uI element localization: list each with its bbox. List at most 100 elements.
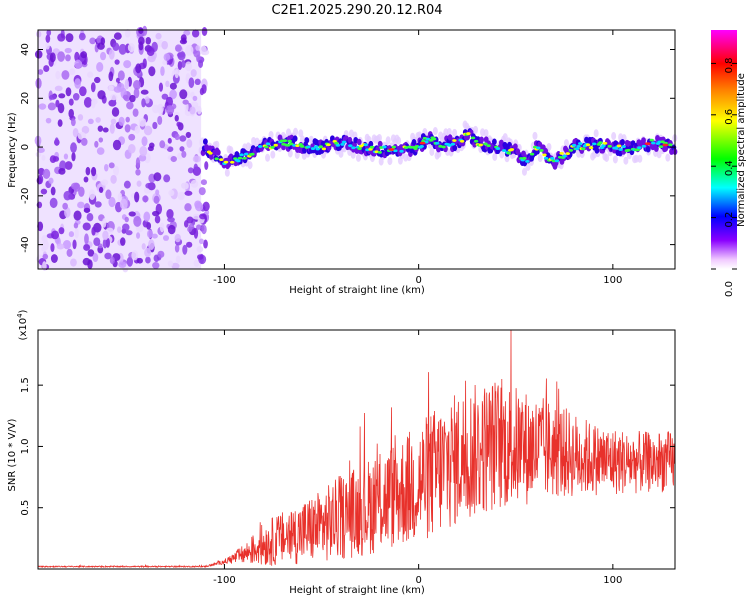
noise-speck bbox=[201, 224, 207, 235]
noise-speck bbox=[108, 85, 114, 92]
band-peak bbox=[351, 146, 356, 150]
noise-speck bbox=[73, 210, 82, 221]
band-peak bbox=[607, 144, 612, 148]
band-peak bbox=[413, 147, 418, 150]
noise-speck bbox=[43, 65, 50, 73]
noise-speck bbox=[100, 51, 107, 61]
band-peak bbox=[237, 156, 243, 160]
band-halo bbox=[376, 133, 382, 142]
noise-speck bbox=[135, 168, 141, 176]
band-halo bbox=[446, 128, 452, 137]
noise-speck bbox=[100, 37, 106, 45]
band-core bbox=[452, 144, 458, 152]
noise-speck bbox=[201, 27, 208, 36]
noise-speck bbox=[42, 168, 51, 179]
band-halo bbox=[623, 156, 629, 165]
snr-series-line bbox=[38, 329, 676, 569]
band-halo bbox=[228, 146, 234, 155]
noise-speck bbox=[41, 154, 46, 161]
noise-speck bbox=[144, 96, 150, 104]
snr-x-tick-label: 0 bbox=[415, 575, 421, 586]
noise-speck bbox=[148, 142, 155, 149]
noise-speck bbox=[167, 216, 175, 223]
noise-speck bbox=[136, 257, 143, 264]
noise-speck bbox=[91, 226, 96, 236]
noise-speck bbox=[167, 224, 176, 235]
noise-speck bbox=[68, 231, 75, 238]
band-peak bbox=[377, 150, 383, 154]
noise-speck bbox=[40, 188, 48, 195]
band-peak bbox=[368, 147, 373, 151]
noise-speck bbox=[98, 186, 104, 194]
noise-speck bbox=[87, 71, 94, 78]
band-halo bbox=[387, 157, 393, 166]
band-core bbox=[203, 138, 208, 145]
noise-speck bbox=[110, 118, 117, 125]
noise-speck bbox=[152, 261, 160, 269]
noise-speck bbox=[169, 89, 177, 100]
band-peak bbox=[393, 149, 398, 153]
band-peak bbox=[576, 144, 581, 148]
noise-speck bbox=[118, 116, 125, 127]
noise-speck bbox=[161, 93, 169, 100]
spectrogram-noise-region bbox=[34, 25, 210, 273]
noise-speck bbox=[193, 259, 200, 267]
band-halo bbox=[537, 154, 543, 163]
band-peak bbox=[441, 145, 446, 149]
noise-speck bbox=[199, 213, 207, 220]
noise-speck bbox=[94, 201, 102, 208]
snr-y-label: SNR (10 * V/V) bbox=[7, 418, 18, 491]
band-halo bbox=[563, 139, 569, 148]
snr-x-label: Height of straight line (km) bbox=[289, 585, 425, 596]
band-peak bbox=[452, 139, 457, 142]
noise-speck bbox=[177, 50, 186, 61]
noise-speck bbox=[87, 259, 93, 270]
band-halo bbox=[224, 168, 230, 177]
noise-speck bbox=[96, 61, 104, 72]
noise-speck bbox=[187, 167, 194, 174]
band-peak bbox=[239, 153, 244, 157]
band-peak bbox=[335, 143, 341, 147]
noise-speck bbox=[124, 29, 131, 38]
noise-speck bbox=[157, 250, 165, 258]
band-halo bbox=[532, 131, 538, 140]
noise-speck bbox=[131, 250, 139, 261]
band-peak bbox=[408, 145, 414, 149]
band-peak bbox=[431, 137, 437, 141]
band-peak bbox=[265, 142, 271, 146]
noise-speck bbox=[82, 222, 91, 231]
noise-speck bbox=[105, 189, 112, 200]
noise-speck bbox=[124, 79, 130, 90]
noise-speck bbox=[63, 190, 72, 201]
noise-speck bbox=[102, 127, 109, 133]
noise-speck bbox=[100, 179, 109, 186]
band-peak bbox=[214, 157, 219, 161]
noise-speck bbox=[89, 37, 96, 45]
noise-speck bbox=[104, 163, 109, 172]
noise-speck bbox=[203, 239, 208, 249]
colorbar-tick-label: 0.0 bbox=[724, 281, 735, 297]
noise-speck bbox=[161, 40, 168, 50]
noise-speck bbox=[48, 177, 54, 184]
band-peak bbox=[536, 146, 541, 150]
noise-speck bbox=[113, 32, 122, 40]
noise-speck bbox=[109, 123, 115, 134]
noise-speck bbox=[181, 182, 189, 190]
noise-speck bbox=[71, 182, 80, 190]
noise-speck bbox=[109, 256, 115, 265]
noise-speck bbox=[110, 174, 117, 184]
noise-speck bbox=[49, 197, 58, 209]
noise-speck bbox=[182, 99, 189, 105]
colorbar-label: Normalized spectral amplitude bbox=[736, 73, 747, 227]
spectrogram-ticks: -100 0 100 -40 -20 0 20 40 bbox=[20, 30, 675, 286]
noise-speck bbox=[181, 37, 187, 44]
noise-speck bbox=[117, 70, 125, 81]
noise-speck bbox=[152, 104, 160, 114]
noise-speck bbox=[133, 87, 140, 99]
band-peak bbox=[473, 139, 479, 143]
noise-speck bbox=[140, 89, 149, 95]
colorbar: 0.0 0.2 0.4 0.6 0.8 Normalized spectral ampl… bbox=[711, 30, 747, 297]
noise-speck bbox=[127, 143, 136, 154]
noise-speck bbox=[77, 201, 85, 209]
noise-speck bbox=[143, 125, 153, 136]
